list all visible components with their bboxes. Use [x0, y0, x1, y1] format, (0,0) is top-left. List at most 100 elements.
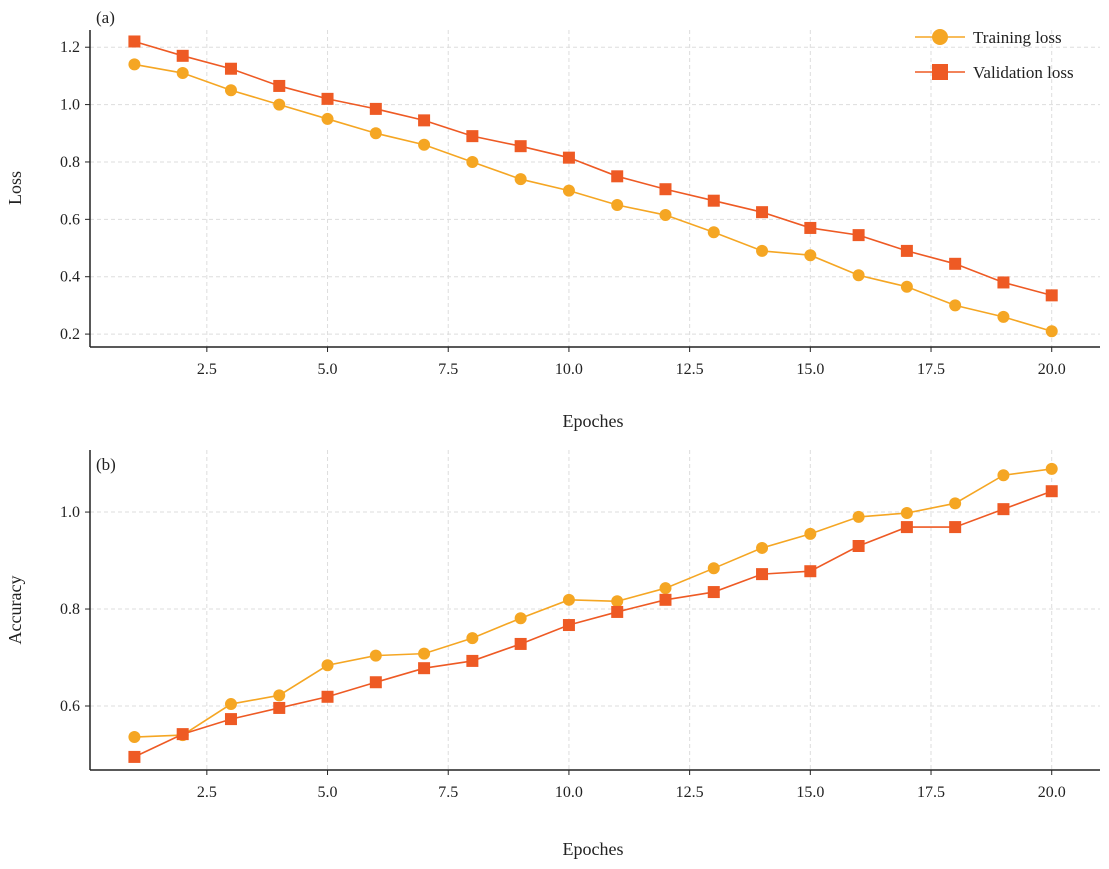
data-point	[756, 206, 769, 219]
data-point	[466, 654, 479, 667]
data-point	[900, 521, 913, 534]
data-point	[949, 497, 962, 510]
data-point	[369, 127, 382, 140]
data-point	[418, 647, 431, 660]
data-point	[466, 130, 479, 143]
data-point	[321, 690, 334, 703]
panel-label: (b)	[96, 455, 116, 474]
data-point	[756, 244, 769, 257]
data-point	[804, 221, 817, 234]
data-point	[611, 170, 624, 183]
data-point	[273, 79, 286, 92]
data-point	[224, 62, 237, 75]
data-point	[418, 662, 431, 675]
series-1	[128, 485, 1058, 763]
data-point	[756, 541, 769, 554]
data-point	[514, 140, 527, 153]
series-line	[134, 63, 1052, 332]
grid	[90, 30, 1100, 347]
x-tick-label: 12.5	[676, 361, 704, 378]
x-tick-label: 5.0	[318, 361, 338, 378]
x-tick-label: 7.5	[438, 361, 458, 378]
data-point	[128, 35, 141, 48]
y-tick-label: 0.8	[60, 601, 80, 618]
data-point	[369, 102, 382, 115]
data-point	[659, 593, 672, 606]
data-point	[418, 138, 431, 151]
data-point	[369, 676, 382, 689]
data-point	[611, 595, 624, 608]
data-point	[369, 649, 382, 662]
data-point	[273, 689, 286, 702]
data-point	[611, 198, 624, 211]
data-point	[949, 299, 962, 312]
data-point	[900, 280, 913, 293]
data-point	[176, 49, 189, 62]
data-point	[707, 226, 720, 239]
series-line	[134, 468, 1052, 738]
series-line	[134, 40, 1052, 297]
y-tick-label: 1.2	[60, 39, 80, 56]
data-point	[514, 637, 527, 650]
data-point	[997, 469, 1010, 482]
data-point	[997, 276, 1010, 289]
data-point	[466, 155, 479, 168]
data-point	[852, 229, 865, 242]
data-point	[514, 173, 527, 186]
x-tick-label: 10.0	[555, 361, 583, 378]
y-tick-label: 0.6	[60, 211, 80, 228]
legend-item: Validation loss	[915, 63, 1074, 82]
data-point	[128, 731, 141, 744]
x-tick-label: 2.5	[197, 361, 217, 378]
grid	[90, 450, 1100, 770]
y-tick-label: 0.4	[60, 269, 80, 286]
y-axis-label: Loss	[5, 171, 25, 205]
data-point	[659, 582, 672, 595]
data-point	[611, 605, 624, 618]
data-point	[949, 257, 962, 270]
data-point	[1045, 325, 1058, 338]
data-point	[997, 503, 1010, 516]
data-point	[176, 728, 189, 741]
data-point	[1045, 462, 1058, 475]
x-axis-label: Epoches	[563, 839, 624, 859]
y-tick-label: 0.8	[60, 154, 80, 171]
data-point	[997, 310, 1010, 323]
y-axis-label: Accuracy	[5, 576, 25, 645]
legend-marker	[932, 64, 948, 80]
x-tick-label: 12.5	[676, 784, 704, 801]
series-training-loss	[128, 58, 1058, 338]
data-point	[418, 114, 431, 127]
data-point	[852, 540, 865, 552]
x-tick-label: 5.0	[318, 784, 338, 801]
data-point	[949, 521, 962, 534]
y-tick-label: 1.0	[60, 504, 80, 521]
legend-label: Training loss	[973, 28, 1062, 47]
data-point	[756, 568, 769, 581]
y-tick-label: 0.2	[60, 326, 80, 343]
data-point	[707, 562, 720, 575]
data-point	[224, 713, 237, 726]
x-tick-label: 15.0	[796, 361, 824, 378]
x-tick-label: 7.5	[438, 784, 458, 801]
data-point	[224, 84, 237, 97]
panel-label: (a)	[96, 8, 115, 27]
legend-label: Validation loss	[973, 63, 1074, 82]
x-tick-label: 15.0	[796, 784, 824, 801]
x-axis-label: Epoches	[563, 411, 624, 431]
series-validation-loss	[128, 35, 1058, 302]
x-tick-label: 20.0	[1038, 361, 1066, 378]
data-point	[852, 269, 865, 282]
data-point	[1045, 485, 1058, 498]
data-point	[804, 565, 817, 578]
x-tick-label: 17.5	[917, 784, 945, 801]
data-point	[176, 67, 189, 80]
y-tick-label: 1.0	[60, 97, 80, 114]
loss-panel: (a) Epoches Loss 2.5 5.0 7.5 10.0 12.5 15.0 17…	[5, 8, 1100, 431]
x-tick-label: 20.0	[1038, 784, 1066, 801]
data-point	[273, 98, 286, 111]
data-point	[804, 527, 817, 540]
data-point	[562, 184, 575, 197]
x-tick-label: 2.5	[197, 784, 217, 801]
data-point	[321, 659, 334, 672]
